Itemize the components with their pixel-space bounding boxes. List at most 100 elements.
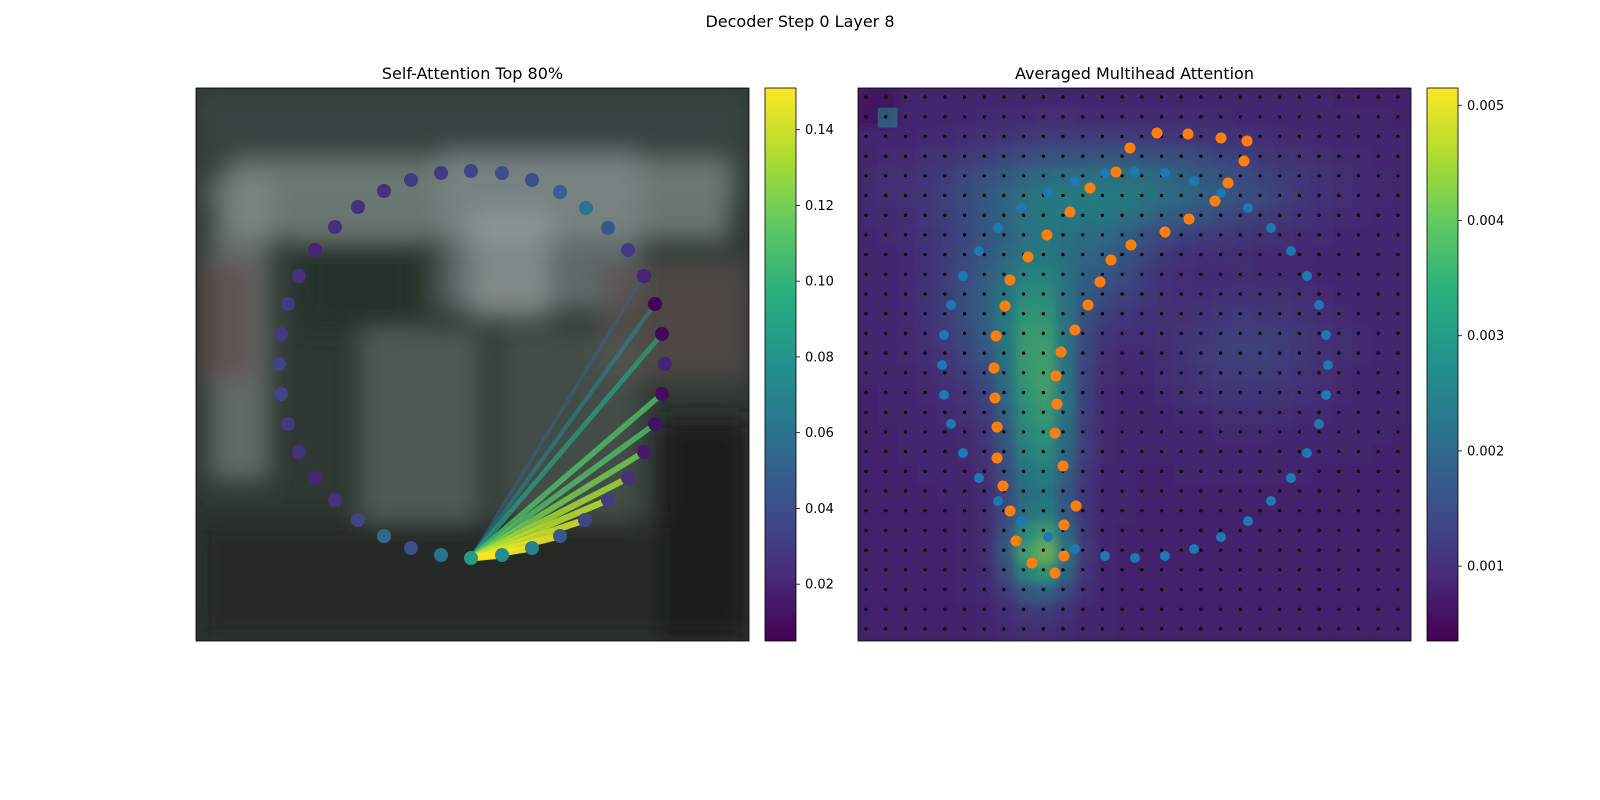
heatmap-cell bbox=[1055, 186, 1076, 208]
heatmap-cell bbox=[1095, 423, 1116, 445]
grid-point bbox=[923, 193, 927, 198]
heatmap-cell bbox=[1193, 364, 1215, 385]
grid-point bbox=[1238, 430, 1242, 434]
heatmap-cell bbox=[1272, 344, 1294, 366]
grid-point bbox=[884, 627, 888, 631]
grid-point bbox=[1317, 450, 1321, 454]
grid-point bbox=[1120, 351, 1124, 355]
grid-point bbox=[1258, 193, 1262, 198]
grid-point bbox=[884, 193, 888, 198]
heatmap-cell bbox=[877, 581, 899, 603]
heatmap-cell bbox=[1272, 186, 1294, 208]
grid-point bbox=[943, 469, 947, 473]
heatmap-cell bbox=[1213, 621, 1234, 641]
heatmap-cell bbox=[897, 305, 918, 326]
heatmap-cell bbox=[996, 246, 1017, 267]
grid-point bbox=[1278, 351, 1282, 355]
heatmap-cell bbox=[976, 325, 997, 346]
heatmap-cell bbox=[976, 226, 997, 247]
heatmap-cell bbox=[1292, 601, 1313, 622]
heatmap-cell bbox=[1292, 88, 1313, 109]
grid-point bbox=[1100, 587, 1104, 592]
heatmap-cell bbox=[917, 542, 938, 563]
grid-point bbox=[1297, 568, 1301, 572]
heatmap-cell bbox=[1016, 404, 1037, 425]
grid-point bbox=[1041, 272, 1045, 276]
heatmap-cell bbox=[1035, 601, 1057, 622]
grid-point bbox=[1258, 528, 1262, 533]
heatmap-cell bbox=[976, 522, 997, 543]
grid-point bbox=[1356, 95, 1361, 99]
grid-point bbox=[1081, 351, 1085, 355]
heatmap-cell bbox=[1035, 502, 1057, 524]
grid-point bbox=[903, 450, 908, 454]
heatmap-cell bbox=[1174, 423, 1195, 445]
grid-point bbox=[903, 193, 908, 198]
heatmap-cell bbox=[1213, 364, 1234, 385]
grid-point bbox=[1356, 528, 1361, 533]
heatmap-cell bbox=[1253, 463, 1274, 484]
grid-point bbox=[903, 95, 908, 99]
grid-point bbox=[884, 154, 888, 158]
grid-point bbox=[1140, 115, 1144, 119]
heatmap-cell bbox=[1035, 423, 1057, 445]
heatmap-cell bbox=[858, 581, 879, 603]
grid-point bbox=[1081, 587, 1085, 592]
grid-point bbox=[1199, 95, 1203, 99]
grid-point bbox=[1258, 607, 1262, 611]
heatmap-cell bbox=[1075, 581, 1096, 603]
grid-point bbox=[1002, 193, 1006, 198]
grid-point bbox=[1041, 548, 1045, 552]
grid-point bbox=[1396, 331, 1400, 335]
heatmap-cell bbox=[858, 562, 879, 583]
heatmap-cell bbox=[976, 107, 997, 129]
attention-point bbox=[351, 513, 365, 527]
grid-point bbox=[864, 312, 868, 316]
grid-point bbox=[1100, 272, 1104, 276]
reference-point bbox=[1323, 360, 1333, 370]
grid-point bbox=[1140, 154, 1144, 158]
grid-point bbox=[1199, 193, 1203, 198]
heatmap-cell bbox=[1292, 285, 1313, 306]
heatmap-cell bbox=[1351, 226, 1373, 247]
grid-point bbox=[923, 253, 927, 257]
heatmap-cell bbox=[1332, 542, 1353, 563]
grid-point bbox=[884, 292, 888, 296]
heatmap-cell bbox=[1154, 483, 1175, 504]
heatmap-cell bbox=[1075, 127, 1096, 148]
heatmap-cell bbox=[1371, 483, 1392, 504]
grid-point bbox=[1278, 587, 1282, 592]
grid-point bbox=[864, 292, 868, 296]
grid-point bbox=[1356, 312, 1361, 316]
heatmap-cell bbox=[1174, 246, 1195, 267]
grid-point bbox=[1396, 587, 1400, 592]
grid-point bbox=[1258, 233, 1262, 237]
heatmap-cell bbox=[1055, 285, 1076, 306]
heatmap-cell bbox=[917, 107, 938, 129]
heatmap-cell bbox=[1213, 443, 1234, 464]
heatmap-cell bbox=[1016, 325, 1037, 346]
grid-point bbox=[1002, 253, 1006, 257]
grid-point bbox=[982, 568, 986, 572]
heatmap-cell bbox=[1371, 325, 1392, 346]
heatmap-cell bbox=[1233, 463, 1254, 484]
reference-point bbox=[946, 419, 956, 429]
colorbar-tick-label: 0.004 bbox=[1467, 214, 1504, 229]
grid-point bbox=[1041, 351, 1045, 355]
grid-point bbox=[1258, 371, 1262, 375]
reference-point bbox=[1070, 176, 1080, 186]
heatmap-cell bbox=[1391, 305, 1411, 326]
grid-point bbox=[1297, 390, 1301, 395]
grid-point bbox=[1081, 509, 1085, 513]
heatmap-cell bbox=[1332, 127, 1353, 148]
heatmap-cell bbox=[1154, 186, 1175, 208]
heatmap-cell bbox=[937, 88, 958, 109]
grid-point bbox=[1356, 410, 1361, 414]
grid-point bbox=[1337, 489, 1341, 493]
grid-point bbox=[1120, 174, 1124, 178]
heatmap-cell bbox=[1371, 206, 1392, 227]
heatmap-cell bbox=[1134, 206, 1155, 227]
grid-point bbox=[962, 528, 967, 533]
heatmap-cell bbox=[1272, 581, 1294, 603]
heatmap-cell bbox=[917, 621, 938, 641]
